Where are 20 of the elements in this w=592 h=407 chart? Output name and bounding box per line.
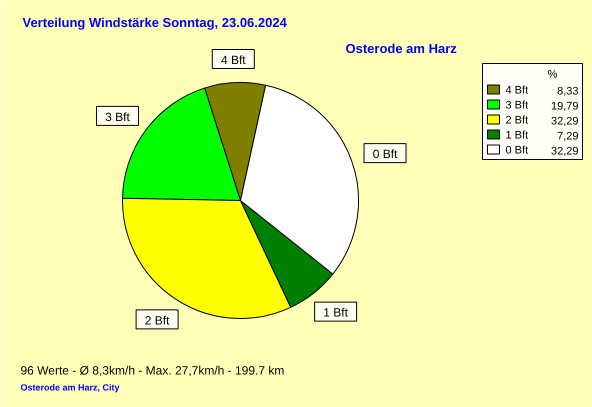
legend-label: 0 Bft — [506, 144, 528, 156]
slice-label: 1 Bft — [323, 306, 349, 320]
legend-label: 1 Bft — [506, 130, 528, 142]
data-label: 19,79 — [550, 100, 579, 112]
data-label: 8,33 — [557, 86, 579, 98]
slice-label: 2 Bft — [144, 313, 170, 328]
chart-subtitle: Osterode am Harz — [346, 41, 458, 56]
slice-label: 3 Bft — [105, 110, 130, 124]
data-label: 32,29 — [550, 116, 579, 128]
legend-label: 2 Bft — [506, 114, 528, 126]
slice-label: 4 Bft — [220, 53, 246, 68]
text: 96 Werte - Ø 8,3km/h - Max. 27,7km/h - 199.7 km — [20, 364, 284, 378]
text: Osterode am Harz, City — [20, 382, 120, 392]
data-label: 7,29 — [557, 130, 579, 142]
slice-label: 0 Bft — [372, 147, 398, 162]
data-label: 32,29 — [550, 146, 579, 158]
legend-label: 4 Bft — [506, 84, 528, 96]
chart-title: Verteilung Windstärke Sonntag, 23.06.2024 — [22, 15, 288, 30]
legend-title: % — [548, 68, 558, 80]
legend-label: 3 Bft — [506, 100, 528, 112]
